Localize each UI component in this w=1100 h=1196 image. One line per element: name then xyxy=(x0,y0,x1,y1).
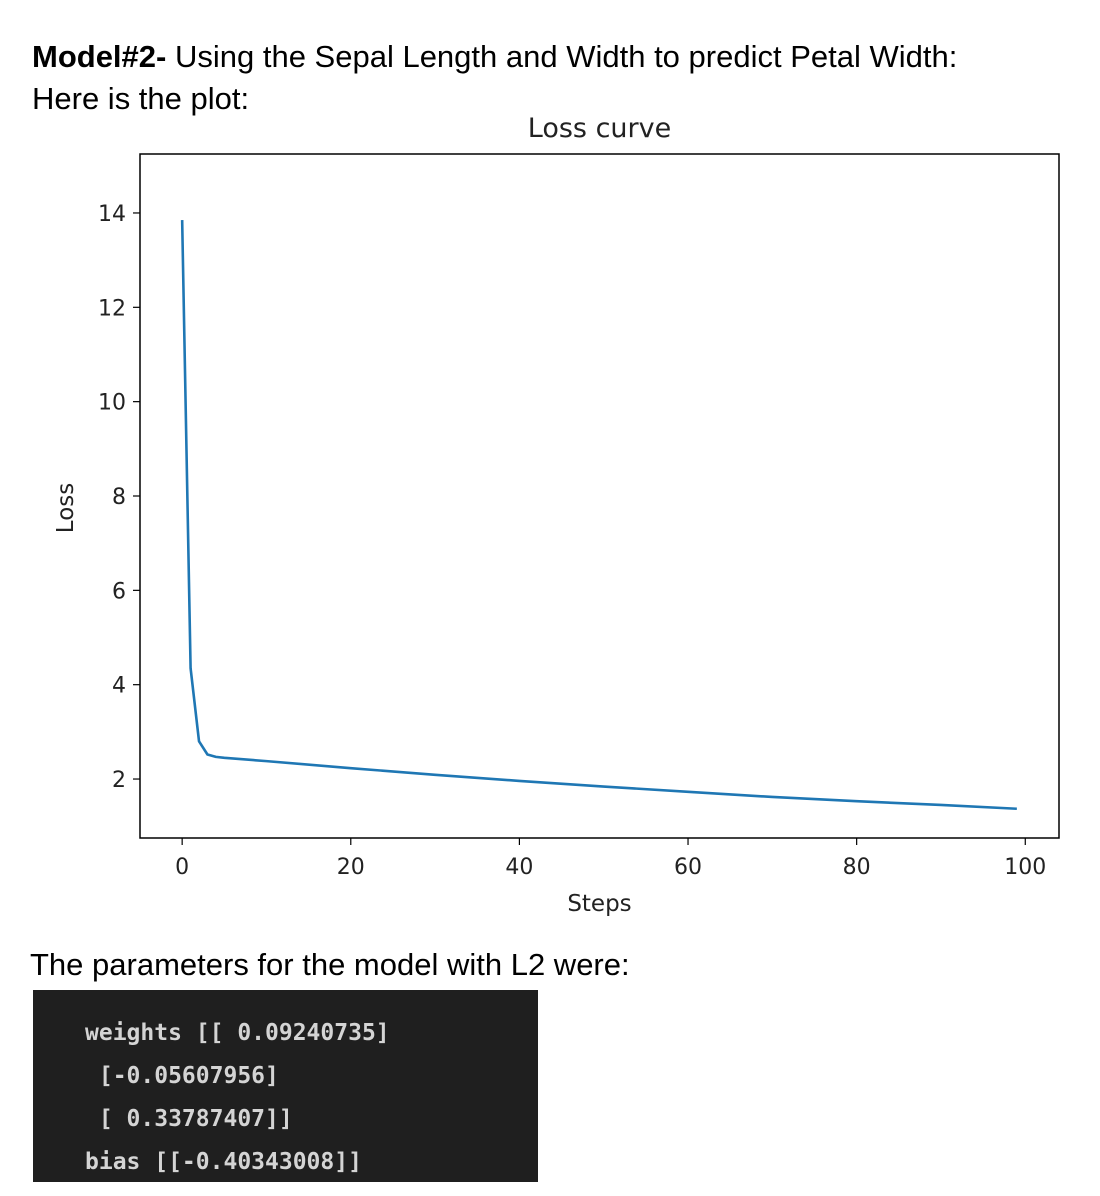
params-label: The parameters for the model with L2 wer… xyxy=(30,947,630,982)
y-axis-label: Loss xyxy=(53,483,79,533)
y-tick-label: 12 xyxy=(98,296,126,321)
y-tick-label: 14 xyxy=(98,202,126,227)
x-tick-label: 60 xyxy=(674,855,702,880)
y-tick-label: 6 xyxy=(112,579,126,604)
code-line: bias [[-0.40343008]] xyxy=(85,1149,362,1175)
heading-description: Using the Sepal Length and Width to pred… xyxy=(166,39,958,74)
code-line: weights [[ 0.09240735] xyxy=(85,1020,390,1046)
code-line: [ 0.33787407]] xyxy=(85,1106,293,1132)
heading: Model#2- Using the Sepal Length and Widt… xyxy=(32,36,957,120)
y-tick-label: 8 xyxy=(112,485,126,510)
code-output-panel: weights [[ 0.09240735] [-0.05607956] [ 0… xyxy=(33,990,538,1182)
x-tick-label: 80 xyxy=(843,855,871,880)
x-axis-label: Steps xyxy=(567,891,631,917)
code-line: [-0.05607956] xyxy=(85,1063,279,1089)
x-tick-label: 0 xyxy=(175,855,189,880)
heading-line-1: Model#2- Using the Sepal Length and Widt… xyxy=(32,36,957,78)
y-tick-label: 10 xyxy=(98,391,126,416)
y-tick-label: 2 xyxy=(112,768,126,793)
heading-model-label: Model#2- xyxy=(32,39,167,74)
plot-frame xyxy=(139,153,1060,839)
chart-title: Loss curve xyxy=(528,113,671,144)
loss-chart: Loss curve 0 20 40 60 80 100 2 4 6 8 10 12 14 Steps Los… xyxy=(53,113,1060,917)
y-tick-label: 4 xyxy=(112,674,126,699)
heading-line-2: Here is the plot: xyxy=(32,81,250,116)
x-tick-label: 40 xyxy=(505,855,533,880)
x-tick-label: 20 xyxy=(337,855,365,880)
series-line xyxy=(180,220,1017,811)
x-tick-label: 100 xyxy=(1004,855,1046,880)
